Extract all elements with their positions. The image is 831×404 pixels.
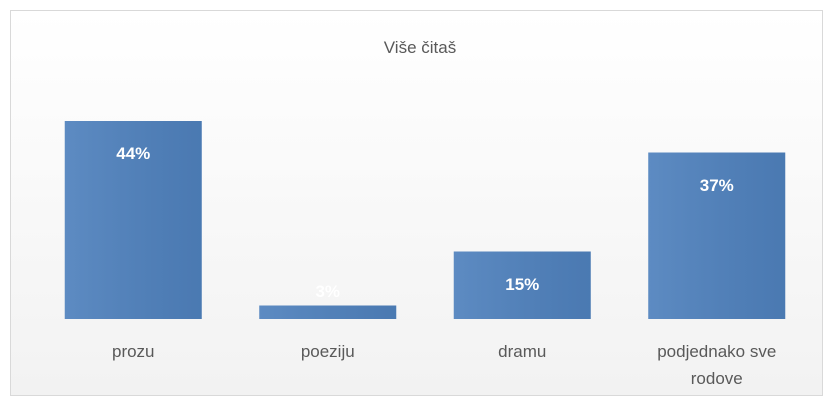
x-tick-label: dramu [498,342,547,361]
bar-shade [648,152,786,319]
data-label: 3% [315,282,341,301]
data-label: 44% [116,144,151,163]
bar-shade [259,305,397,319]
x-tick-label: prozu [111,342,155,361]
data-label: 37% [699,175,734,195]
x-tick-label: poeziju [300,342,355,361]
bar-shade [64,121,202,319]
chart-title: Više čitaš [383,38,457,57]
data-label: 15% [505,274,540,294]
x-tick-label: podjednako sve rodove [657,342,777,388]
bar-shade [453,251,591,319]
